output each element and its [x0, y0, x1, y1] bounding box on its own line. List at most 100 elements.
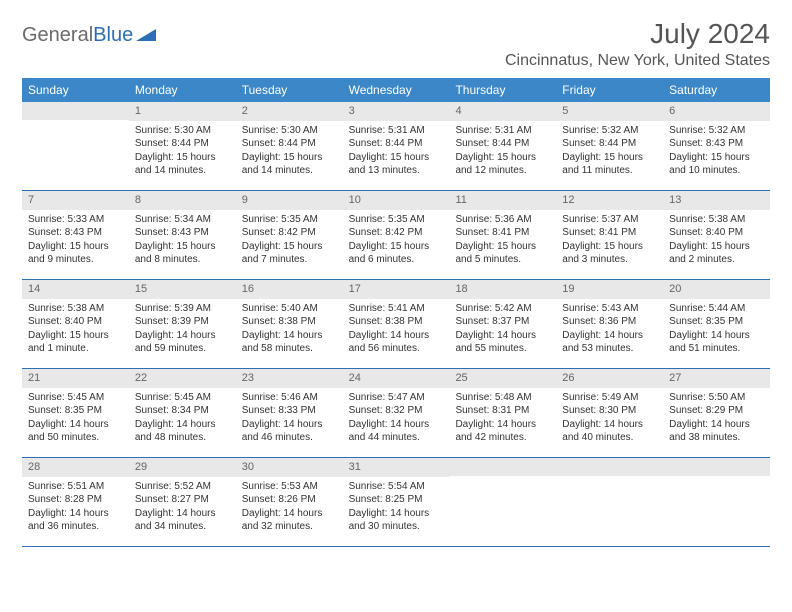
sunrise-text: Sunrise: 5:40 AM — [242, 302, 337, 316]
sunset-text: Sunset: 8:44 PM — [562, 137, 657, 151]
day-content: Sunrise: 5:40 AMSunset: 8:38 PMDaylight:… — [236, 299, 343, 362]
sunset-text: Sunset: 8:26 PM — [242, 493, 337, 507]
sunrise-text: Sunrise: 5:42 AM — [455, 302, 550, 316]
daylight-text: Daylight: 14 hours and 34 minutes. — [135, 507, 230, 534]
day-number: 13 — [663, 191, 770, 210]
day-content: Sunrise: 5:33 AMSunset: 8:43 PMDaylight:… — [22, 210, 129, 273]
day-cell: 24Sunrise: 5:47 AMSunset: 8:32 PMDayligh… — [343, 369, 450, 457]
sunrise-text: Sunrise: 5:45 AM — [28, 391, 123, 405]
daylight-text: Daylight: 15 hours and 2 minutes. — [669, 240, 764, 267]
day-number: 28 — [22, 458, 129, 477]
day-cell: 22Sunrise: 5:45 AMSunset: 8:34 PMDayligh… — [129, 369, 236, 457]
day-cell — [22, 102, 129, 190]
sunrise-text: Sunrise: 5:48 AM — [455, 391, 550, 405]
daylight-text: Daylight: 15 hours and 12 minutes. — [455, 151, 550, 178]
day-number: 21 — [22, 369, 129, 388]
day-content: Sunrise: 5:36 AMSunset: 8:41 PMDaylight:… — [449, 210, 556, 273]
daylight-text: Daylight: 14 hours and 55 minutes. — [455, 329, 550, 356]
day-header-thursday: Thursday — [449, 78, 556, 102]
sunrise-text: Sunrise: 5:50 AM — [669, 391, 764, 405]
daylight-text: Daylight: 15 hours and 8 minutes. — [135, 240, 230, 267]
daylight-text: Daylight: 15 hours and 11 minutes. — [562, 151, 657, 178]
logo: GeneralBlue — [22, 18, 156, 47]
day-content: Sunrise: 5:30 AMSunset: 8:44 PMDaylight:… — [236, 121, 343, 184]
day-content: Sunrise: 5:31 AMSunset: 8:44 PMDaylight:… — [343, 121, 450, 184]
empty-day-bar — [663, 458, 770, 476]
day-cell: 23Sunrise: 5:46 AMSunset: 8:33 PMDayligh… — [236, 369, 343, 457]
day-content: Sunrise: 5:47 AMSunset: 8:32 PMDaylight:… — [343, 388, 450, 451]
day-cell: 11Sunrise: 5:36 AMSunset: 8:41 PMDayligh… — [449, 191, 556, 279]
sunset-text: Sunset: 8:30 PM — [562, 404, 657, 418]
day-content: Sunrise: 5:32 AMSunset: 8:44 PMDaylight:… — [556, 121, 663, 184]
daylight-text: Daylight: 14 hours and 51 minutes. — [669, 329, 764, 356]
sunset-text: Sunset: 8:42 PM — [242, 226, 337, 240]
daylight-text: Daylight: 14 hours and 48 minutes. — [135, 418, 230, 445]
day-content: Sunrise: 5:52 AMSunset: 8:27 PMDaylight:… — [129, 477, 236, 540]
day-cell: 5Sunrise: 5:32 AMSunset: 8:44 PMDaylight… — [556, 102, 663, 190]
weeks-container: 1Sunrise: 5:30 AMSunset: 8:44 PMDaylight… — [22, 102, 770, 547]
logo-triangle-icon — [136, 24, 156, 47]
day-number: 26 — [556, 369, 663, 388]
week-row: 28Sunrise: 5:51 AMSunset: 8:28 PMDayligh… — [22, 458, 770, 547]
sunset-text: Sunset: 8:44 PM — [242, 137, 337, 151]
day-content: Sunrise: 5:48 AMSunset: 8:31 PMDaylight:… — [449, 388, 556, 451]
sunset-text: Sunset: 8:40 PM — [28, 315, 123, 329]
day-header-monday: Monday — [129, 78, 236, 102]
day-content: Sunrise: 5:53 AMSunset: 8:26 PMDaylight:… — [236, 477, 343, 540]
day-header-wednesday: Wednesday — [343, 78, 450, 102]
day-content: Sunrise: 5:51 AMSunset: 8:28 PMDaylight:… — [22, 477, 129, 540]
sunrise-text: Sunrise: 5:30 AM — [242, 124, 337, 138]
day-cell: 6 Sunrise: 5:32 AMSunset: 8:43 PMDaylight… — [663, 102, 770, 190]
logo-text-general: General — [22, 24, 93, 47]
daylight-text: Daylight: 15 hours and 9 minutes. — [28, 240, 123, 267]
sunset-text: Sunset: 8:35 PM — [669, 315, 764, 329]
sunrise-text: Sunrise: 5:30 AM — [135, 124, 230, 138]
daylight-text: Daylight: 15 hours and 14 minutes. — [135, 151, 230, 178]
day-content: Sunrise: 5:50 AMSunset: 8:29 PMDaylight:… — [663, 388, 770, 451]
sunset-text: Sunset: 8:37 PM — [455, 315, 550, 329]
day-cell: 8Sunrise: 5:34 AMSunset: 8:43 PMDaylight… — [129, 191, 236, 279]
day-cell: 2Sunrise: 5:30 AMSunset: 8:44 PMDaylight… — [236, 102, 343, 190]
day-number: 6 — [663, 102, 770, 121]
day-number: 5 — [556, 102, 663, 121]
sunset-text: Sunset: 8:29 PM — [669, 404, 764, 418]
sunrise-text: Sunrise: 5:53 AM — [242, 480, 337, 494]
day-number: 30 — [236, 458, 343, 477]
sunset-text: Sunset: 8:43 PM — [135, 226, 230, 240]
day-number: 15 — [129, 280, 236, 299]
sunset-text: Sunset: 8:34 PM — [135, 404, 230, 418]
day-cell: 7Sunrise: 5:33 AMSunset: 8:43 PMDaylight… — [22, 191, 129, 279]
sunset-text: Sunset: 8:41 PM — [455, 226, 550, 240]
day-cell: 15Sunrise: 5:39 AMSunset: 8:39 PMDayligh… — [129, 280, 236, 368]
empty-day-bar — [556, 458, 663, 476]
day-number: 31 — [343, 458, 450, 477]
day-cell: 4Sunrise: 5:31 AMSunset: 8:44 PMDaylight… — [449, 102, 556, 190]
day-content: Sunrise: 5:38 AMSunset: 8:40 PMDaylight:… — [22, 299, 129, 362]
day-content: Sunrise: 5:54 AMSunset: 8:25 PMDaylight:… — [343, 477, 450, 540]
day-cell: 21Sunrise: 5:45 AMSunset: 8:35 PMDayligh… — [22, 369, 129, 457]
day-cell: 3Sunrise: 5:31 AMSunset: 8:44 PMDaylight… — [343, 102, 450, 190]
day-number: 22 — [129, 369, 236, 388]
sunrise-text: Sunrise: 5:41 AM — [349, 302, 444, 316]
sunrise-text: Sunrise: 5:32 AM — [669, 124, 764, 138]
sunrise-text: Sunrise: 5:38 AM — [28, 302, 123, 316]
daylight-text: Daylight: 14 hours and 32 minutes. — [242, 507, 337, 534]
sunset-text: Sunset: 8:32 PM — [349, 404, 444, 418]
day-content: Sunrise: 5:49 AMSunset: 8:30 PMDaylight:… — [556, 388, 663, 451]
day-content: Sunrise: 5:41 AMSunset: 8:38 PMDaylight:… — [343, 299, 450, 362]
week-row: 7Sunrise: 5:33 AMSunset: 8:43 PMDaylight… — [22, 191, 770, 280]
sunset-text: Sunset: 8:33 PM — [242, 404, 337, 418]
day-number: 29 — [129, 458, 236, 477]
sunset-text: Sunset: 8:35 PM — [28, 404, 123, 418]
daylight-text: Daylight: 14 hours and 53 minutes. — [562, 329, 657, 356]
location-text: Cincinnatus, New York, United States — [505, 52, 770, 70]
daylight-text: Daylight: 14 hours and 58 minutes. — [242, 329, 337, 356]
sunset-text: Sunset: 8:38 PM — [242, 315, 337, 329]
empty-day-bar — [449, 458, 556, 476]
daylight-text: Daylight: 15 hours and 10 minutes. — [669, 151, 764, 178]
sunset-text: Sunset: 8:43 PM — [669, 137, 764, 151]
day-content: Sunrise: 5:37 AMSunset: 8:41 PMDaylight:… — [556, 210, 663, 273]
day-number: 7 — [22, 191, 129, 210]
sunset-text: Sunset: 8:40 PM — [669, 226, 764, 240]
sunset-text: Sunset: 8:38 PM — [349, 315, 444, 329]
